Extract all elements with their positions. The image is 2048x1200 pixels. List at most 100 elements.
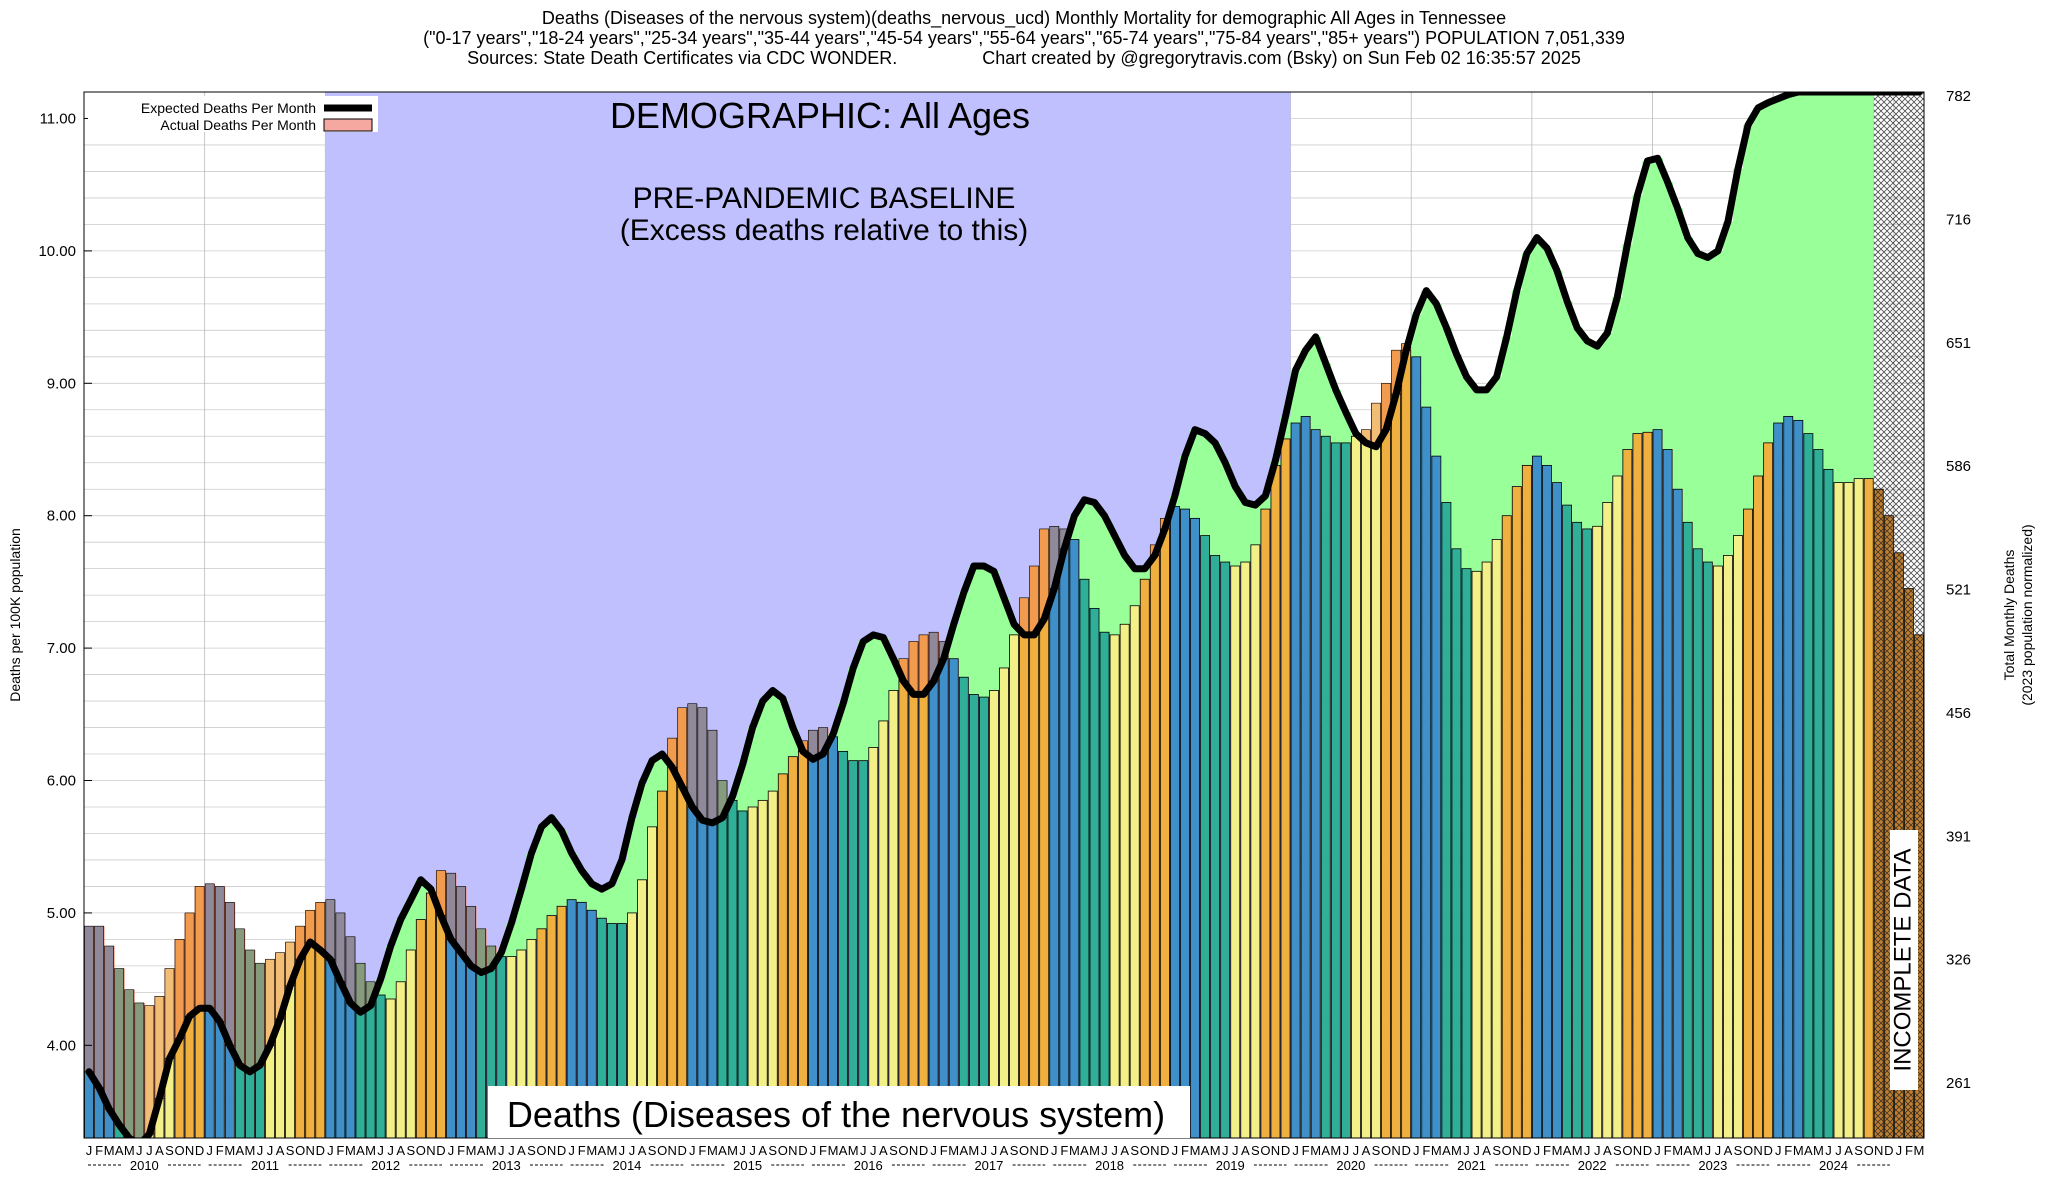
excess-fill [405, 899, 417, 950]
excess-fill [1793, 92, 1804, 421]
excess-fill [1773, 98, 1784, 424]
bar [1723, 555, 1733, 1138]
month-label: N [306, 1143, 315, 1158]
bar [797, 750, 808, 1138]
month-label: O [1381, 1143, 1391, 1158]
bar [1049, 588, 1060, 1138]
bar [1602, 502, 1613, 1138]
bar [1823, 468, 1834, 1138]
excess-fill [576, 870, 588, 903]
month-label: M [1431, 1143, 1442, 1158]
month-label: D [1522, 1143, 1531, 1158]
bar [214, 1021, 225, 1138]
month-label: A [1724, 1143, 1733, 1158]
excess-fill [1682, 237, 1694, 523]
excess-fill [1179, 456, 1191, 510]
excess-fill [978, 566, 990, 698]
month-label: J [1534, 1143, 1541, 1158]
excess-fill [968, 566, 980, 695]
month-label: J [1353, 1143, 1360, 1158]
bar [989, 690, 999, 1138]
bar [677, 786, 688, 1138]
bar [1009, 634, 1019, 1138]
header-line-2: ("0-17 years","18-24 years","25-34 years… [423, 28, 1625, 48]
excess-fill [1783, 94, 1794, 417]
month-label: O [536, 1143, 546, 1158]
bar [466, 965, 477, 1138]
excess-fill [1099, 515, 1110, 633]
month-label: O [1019, 1143, 1029, 1158]
month-label: O [1622, 1143, 1632, 1158]
month-label: A [879, 1143, 888, 1158]
month-label: J [930, 1143, 937, 1158]
bar [1260, 508, 1271, 1138]
excess-fill [1220, 462, 1231, 563]
excess-fill [1743, 125, 1754, 510]
month-label: O [1502, 1143, 1512, 1158]
excess-fill [1290, 370, 1302, 424]
y-tick-label: 6.00 [47, 773, 76, 790]
bar [1793, 419, 1804, 1138]
bar [1129, 605, 1140, 1138]
year-label-bg [1570, 1158, 1615, 1172]
bar [1753, 475, 1764, 1138]
excess-fill [1833, 92, 1844, 483]
legend-actual-swatch [323, 118, 373, 132]
month-label: J [1051, 1143, 1058, 1158]
excess-fill [1652, 158, 1663, 430]
excess-fill [1813, 92, 1824, 450]
y2-axis-label-line-1: Total Monthly Deaths [2001, 550, 2017, 681]
bar [1220, 561, 1231, 1138]
month-label: S [648, 1143, 657, 1158]
month-label: O [778, 1143, 788, 1158]
bar [194, 1007, 205, 1138]
month-label: F [95, 1143, 103, 1158]
excess-fill [647, 760, 658, 827]
bar [335, 981, 346, 1138]
bar [476, 972, 487, 1138]
month-label: M [1793, 1143, 1804, 1158]
excess-fill [1300, 350, 1312, 417]
month-label: A [356, 1143, 365, 1158]
bar [1039, 618, 1050, 1138]
year-label: 2024 [1819, 1158, 1848, 1173]
month-label: A [1442, 1143, 1451, 1158]
y2-tick-label: 651 [1946, 335, 1971, 352]
month-label: S [286, 1143, 295, 1158]
month-label: A [276, 1143, 285, 1158]
excess-fill [1572, 327, 1583, 523]
bar [818, 753, 828, 1138]
month-label: M [1190, 1143, 1201, 1158]
month-label: A [155, 1143, 164, 1158]
bar [1069, 539, 1080, 1138]
bar [657, 790, 668, 1138]
bar [858, 760, 869, 1138]
month-label: J [981, 1143, 988, 1158]
month-label: J [136, 1143, 143, 1158]
bar [767, 790, 778, 1138]
month-label: J [991, 1143, 998, 1158]
bar [1119, 623, 1130, 1138]
bar [1230, 565, 1241, 1138]
bar [446, 938, 456, 1138]
month-label: A [1241, 1143, 1250, 1158]
month-label: M [707, 1143, 718, 1158]
excess-fill [777, 698, 789, 774]
excess-fill [858, 641, 869, 761]
excess-fill [1843, 92, 1855, 483]
bar [898, 680, 909, 1138]
bar [1763, 442, 1774, 1138]
excess-fill [516, 889, 527, 950]
year-label-bg [1690, 1158, 1735, 1172]
legend-expected-label: Expected Deaths Per Month [141, 100, 316, 116]
month-label: A [1321, 1143, 1330, 1158]
year-label-bg [846, 1158, 891, 1172]
month-label: S [1854, 1143, 1863, 1158]
month-label: J [739, 1143, 746, 1158]
month-label: J [206, 1143, 213, 1158]
excess-fill [1411, 314, 1422, 357]
month-label: A [1603, 1143, 1612, 1158]
bar-overshoot [476, 928, 486, 973]
month-label: S [1010, 1143, 1019, 1158]
bar-overshoot [194, 886, 205, 1009]
